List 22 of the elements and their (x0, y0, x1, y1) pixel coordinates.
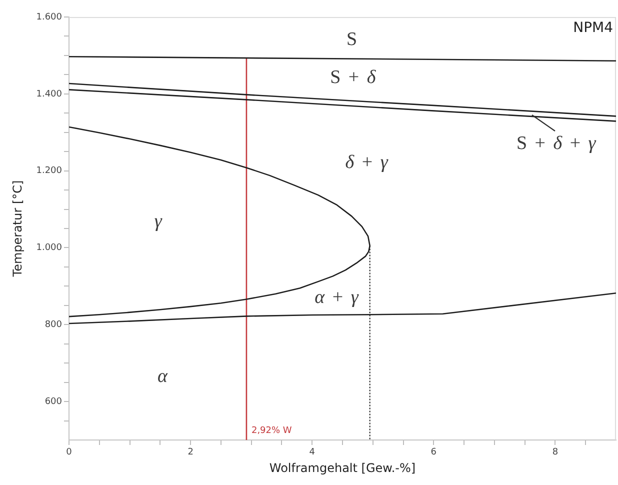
y-tick-label: 1.000 (36, 243, 62, 254)
y-tick-label: 800 (44, 320, 62, 330)
annotation: α (158, 366, 168, 388)
x-tick-label: 6 (430, 448, 437, 458)
x-tick-label: 8 (552, 448, 558, 458)
series-label: 2,92% W (251, 426, 292, 437)
chart-title: NPM4 (573, 20, 613, 36)
x-axis-title: Wolframgehalt [Gew.-%] (269, 460, 416, 475)
y-axis-title: Temperatur [°C] (10, 180, 24, 278)
annotation: S (346, 28, 358, 50)
annotation: S + δ (330, 66, 376, 88)
annotation: α + γ (314, 287, 358, 308)
y-tick-label: 1.200 (36, 166, 62, 176)
annotation: δ + γ (345, 152, 388, 174)
annotation: γ (154, 210, 162, 232)
y-tick-label: 1.600 (36, 12, 62, 22)
y-tick-label: 600 (44, 396, 62, 407)
x-tick-label: 0 (66, 448, 72, 458)
y-tick-label: 1.400 (36, 89, 62, 100)
x-tick-label: 2 (188, 448, 194, 458)
x-tick-label: 4 (309, 448, 316, 458)
annotation: S + δ + γ (516, 133, 596, 154)
